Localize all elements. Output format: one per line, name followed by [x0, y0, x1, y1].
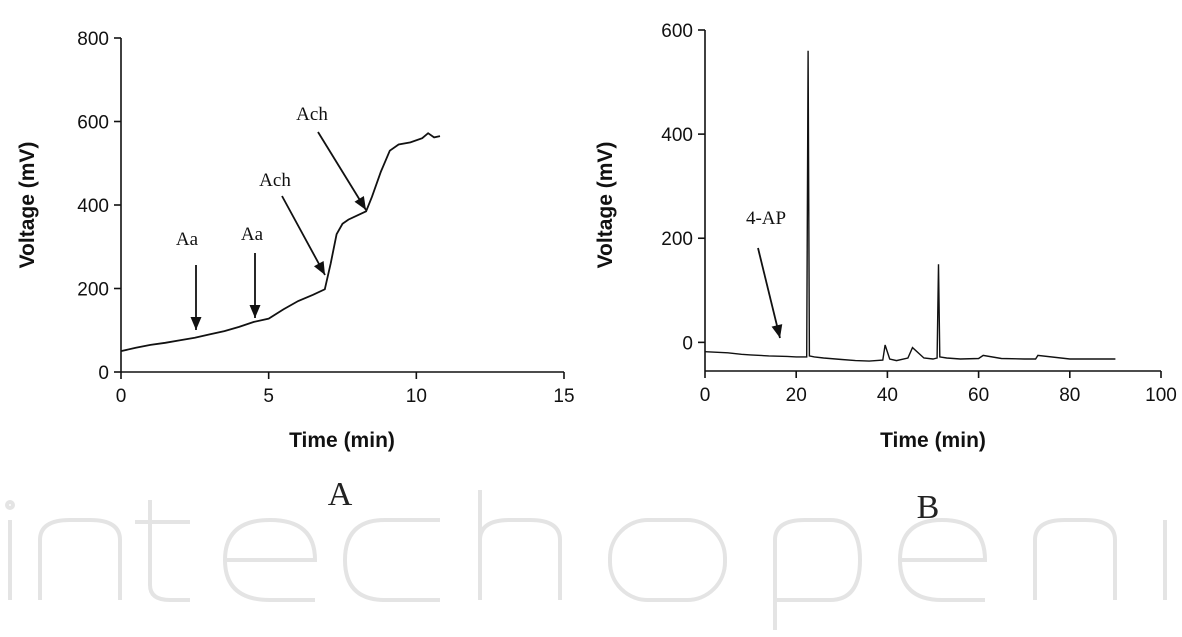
annotations-b: 4-AP [746, 208, 786, 339]
y-axis-title-b: Voltage (mV) [594, 142, 617, 269]
y-tick-label-b: 600 [661, 21, 693, 42]
x-tick-label-b: 80 [1059, 385, 1080, 406]
annotation-arrow-a [317, 131, 367, 211]
annotation-label-a: Aa [241, 224, 264, 245]
annotation-label-a: Ach [296, 104, 328, 125]
y-tick-label-a: 200 [77, 280, 109, 301]
y-axis-b: 0 200 400 600 [661, 21, 706, 371]
x-axis-title-a: Time (min) [289, 429, 395, 452]
y-tick-label-a: 800 [77, 29, 109, 50]
y-tick-label-a: 400 [77, 196, 109, 217]
series-line-b [704, 50, 1116, 362]
annotation-label-b: 4-AP [746, 208, 786, 229]
y-axis-title-a: Voltage (mV) [16, 142, 39, 269]
y-tick-label-b: 200 [661, 229, 693, 250]
x-tick-label-a: 5 [263, 386, 274, 407]
x-tick-label-a: 15 [553, 386, 574, 407]
annotation-arrowhead-a [190, 317, 202, 330]
y-tick-label-a: 600 [77, 113, 109, 134]
annotation-arrowhead-a [249, 305, 261, 318]
annotation-label-a: Ach [259, 170, 291, 191]
panel-label-a: A [328, 476, 353, 513]
y-tick-label-a: 0 [98, 363, 109, 384]
annotations-a: Aa Aa Ach Ach [176, 104, 367, 330]
y-tick-label-b: 0 [682, 333, 693, 354]
y-tick-label-b: 400 [661, 125, 693, 146]
annotation-arrowhead-a [313, 260, 325, 275]
x-tick-label-a: 0 [116, 386, 127, 407]
annotation-arrowhead-a [354, 196, 366, 210]
intechopen-watermark-logo [5, 490, 1167, 630]
annotation-arrow-a [281, 195, 326, 276]
plot-area-a: 0 200 400 600 800 0 5 10 15 Aa Aa Ach Ach [77, 29, 574, 407]
panel-label-b: B [917, 489, 940, 526]
x-axis-b: 0 20 40 60 80 100 [700, 370, 1177, 406]
x-axis-a: 0 5 10 15 [116, 371, 575, 407]
chart-panel-a: 0 200 400 600 800 0 5 10 15 Aa Aa Ach Ach Voltage … [16, 29, 575, 513]
x-axis-title-b: Time (min) [880, 429, 986, 452]
plot-area-b: 0 200 400 600 0 20 40 60 80 100 4-AP [661, 21, 1177, 406]
annotation-arrow-b [757, 247, 781, 339]
x-tick-label-b: 100 [1145, 385, 1177, 406]
x-tick-label-b: 40 [877, 385, 898, 406]
annotation-arrowhead-b [771, 324, 783, 338]
x-tick-label-b: 0 [700, 385, 711, 406]
y-axis-a: 0 200 400 600 800 [77, 29, 122, 384]
annotation-label-a: Aa [176, 229, 199, 250]
x-tick-label-b: 20 [786, 385, 807, 406]
chart-panel-b: 0 200 400 600 0 20 40 60 80 100 4-AP Voltage (mV… [594, 21, 1177, 526]
x-tick-label-a: 10 [406, 386, 427, 407]
series-line-a [120, 132, 441, 352]
x-tick-label-b: 60 [968, 385, 989, 406]
